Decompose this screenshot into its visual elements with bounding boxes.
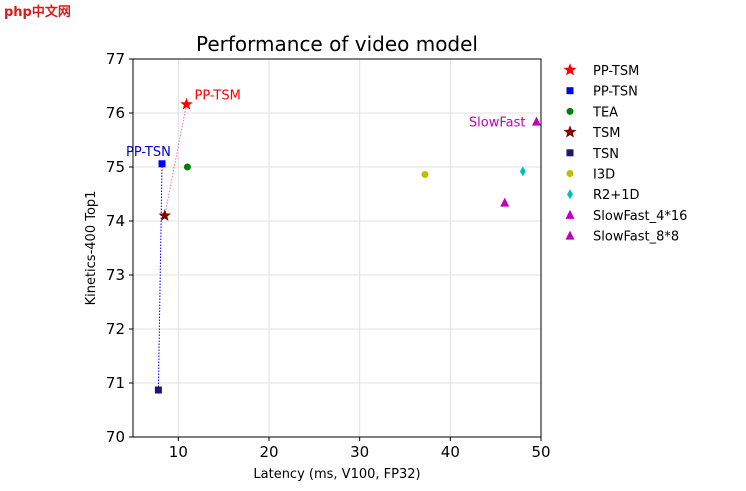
annotation-label: SlowFast bbox=[469, 116, 526, 131]
legend-marker-tsm bbox=[563, 125, 577, 138]
annotation-label: PP-TSM bbox=[194, 88, 240, 103]
legend-marker-slowfast-8-8 bbox=[565, 230, 575, 240]
legend-marker-i3d bbox=[566, 170, 574, 177]
data-points bbox=[154, 97, 541, 394]
legend-label: SlowFast_8*8 bbox=[593, 230, 679, 245]
watermark-logo: php中文网 bbox=[4, 5, 71, 20]
legend: PP-TSM PP-TSN TEA TSM TSN I3D R2+1D SlowFast_4*… bbox=[563, 63, 687, 245]
point-pp-tsm bbox=[180, 97, 193, 110]
legend-marker-pp-tsn bbox=[566, 87, 574, 95]
legend-label: PP-TSN bbox=[593, 85, 638, 100]
legend-label: PP-TSM bbox=[593, 64, 639, 79]
legend-marker-slowfast-4-16 bbox=[565, 209, 575, 219]
point-tea bbox=[183, 163, 191, 171]
legend-label: SlowFast_4*16 bbox=[593, 209, 687, 224]
x-tick-label: 50 bbox=[531, 443, 550, 461]
y-tick-label: 70 bbox=[106, 428, 125, 446]
connector-line bbox=[164, 104, 187, 216]
x-tick-label: 10 bbox=[169, 443, 188, 461]
point-slowfast-8-8 bbox=[531, 116, 541, 126]
y-tick-label: 75 bbox=[106, 158, 125, 176]
y-tick-label: 76 bbox=[106, 104, 125, 122]
connectors bbox=[157, 104, 187, 391]
y-axis-ticks: 70 71 72 73 74 75 76 77 bbox=[106, 50, 133, 446]
x-tick-label: 20 bbox=[259, 443, 278, 461]
grid bbox=[133, 59, 542, 437]
legend-marker-tsn bbox=[566, 149, 574, 157]
legend-label: TSM bbox=[592, 126, 620, 141]
y-tick-label: 71 bbox=[106, 374, 125, 392]
plot-frame bbox=[132, 58, 542, 438]
x-tick-label: 30 bbox=[350, 443, 369, 461]
legend-label: TSN bbox=[592, 147, 619, 162]
point-slowfast-4-16 bbox=[500, 197, 510, 207]
connector-line bbox=[157, 163, 163, 391]
y-tick-label: 77 bbox=[106, 50, 125, 68]
legend-marker-pp-tsm bbox=[563, 63, 577, 76]
legend-label: I3D bbox=[593, 168, 615, 183]
annotations: PP-TSM PP-TSN SlowFast bbox=[126, 88, 525, 159]
x-axis-label: Latency (ms, V100, FP32) bbox=[253, 467, 420, 482]
point-r2-1d bbox=[519, 166, 526, 177]
point-tsm bbox=[158, 209, 171, 221]
y-axis-label: Kinetics-400 Top1 bbox=[84, 191, 99, 306]
point-i3d bbox=[421, 171, 429, 179]
y-tick-label: 72 bbox=[106, 320, 125, 338]
x-axis-ticks: 10 20 30 40 50 bbox=[169, 437, 551, 461]
legend-label: TEA bbox=[592, 105, 618, 120]
point-tsn bbox=[154, 386, 162, 394]
chart-title: Performance of video model bbox=[196, 32, 478, 56]
y-tick-label: 73 bbox=[106, 266, 125, 284]
y-tick-label: 74 bbox=[106, 212, 125, 230]
x-tick-label: 40 bbox=[441, 443, 460, 461]
annotation-label: PP-TSN bbox=[126, 145, 171, 160]
legend-marker-r2-1d bbox=[567, 189, 573, 200]
legend-marker-tea bbox=[566, 107, 574, 115]
point-pp-tsn bbox=[158, 160, 166, 168]
legend-label: R2+1D bbox=[593, 188, 639, 203]
